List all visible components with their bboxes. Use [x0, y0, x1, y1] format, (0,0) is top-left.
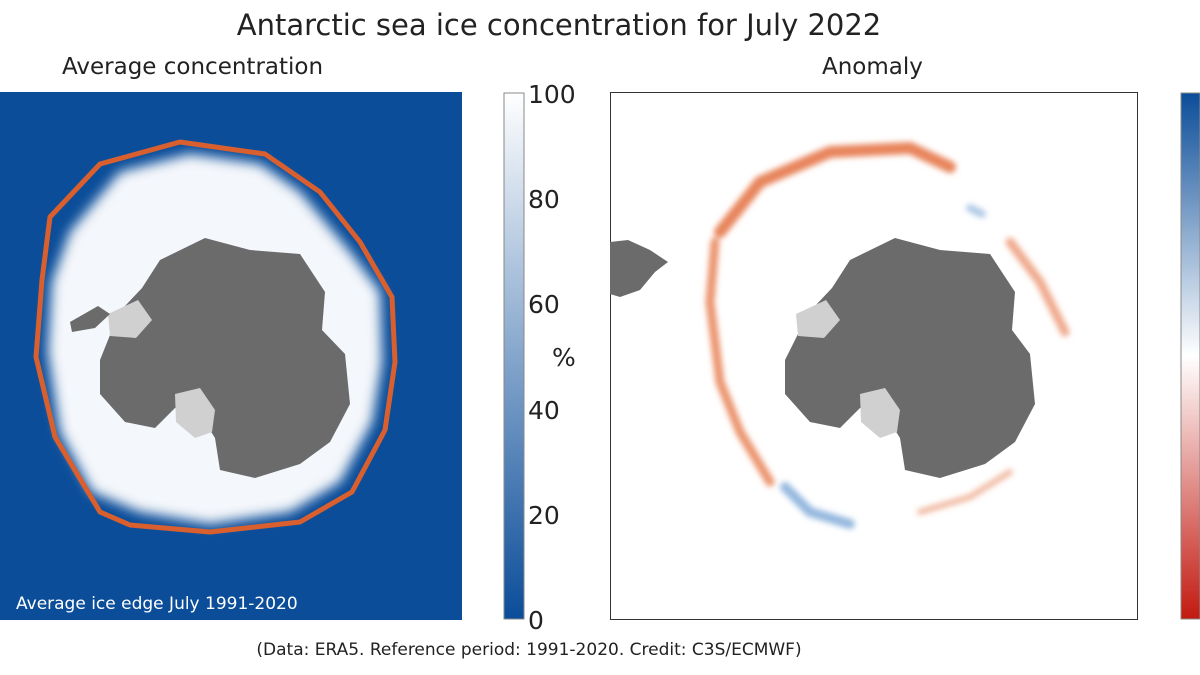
colorbar-tick-label: 100	[528, 80, 576, 109]
anomaly-map	[610, 92, 1138, 620]
negative-anomaly-band	[705, 141, 1070, 515]
ice-edge-label: Average ice edge July 1991-2020	[16, 594, 298, 614]
colorbar-tick-label: 20	[528, 500, 560, 530]
concentration-map	[0, 92, 462, 620]
data-credit: (Data: ERA5. Reference period: 1991-2020…	[256, 640, 802, 660]
south-america-tip	[610, 240, 668, 297]
colorbar-tick-label: 0	[528, 606, 544, 635]
colorbar-tick-label: 80	[528, 185, 560, 215]
ross-ice-shelf	[860, 388, 900, 438]
weddell-ice-shelf	[796, 300, 840, 338]
left-panel-title: Average concentration	[62, 54, 324, 80]
colorbar-tick-label: 40	[528, 395, 560, 425]
right-panel-title: Anomaly	[822, 54, 923, 80]
colorbar-tick-label: 60	[528, 290, 560, 320]
colorbar-unit: %	[552, 343, 576, 372]
average-ice-edge-line	[33, 139, 398, 535]
positive-anomaly-band	[780, 204, 986, 529]
figure-title: Antarctic sea ice concentration for July…	[236, 8, 882, 42]
ross-ice-shelf	[175, 388, 215, 438]
antarctica-land	[100, 238, 350, 478]
anomaly-colorbar	[1180, 92, 1200, 620]
weddell-ice-shelf	[108, 300, 152, 338]
concentration-colorbar	[503, 92, 525, 620]
antarctica-land	[785, 238, 1035, 478]
peninsula-land	[70, 306, 110, 332]
